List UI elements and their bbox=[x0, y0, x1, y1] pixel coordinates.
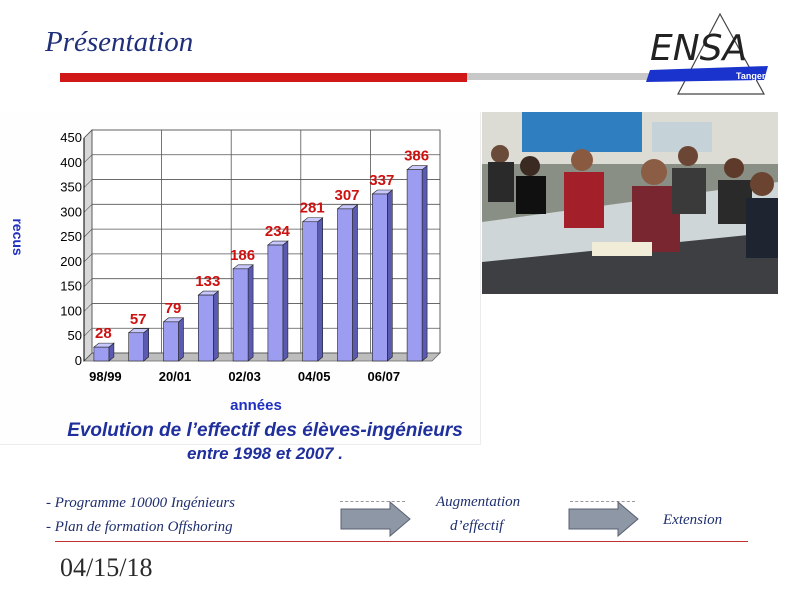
y-tick-label: 350 bbox=[60, 180, 82, 195]
bar-value-label: 281 bbox=[300, 200, 325, 217]
bottom-item-programme: - Programme 10000 Ingénieurs bbox=[46, 495, 236, 511]
bar-side bbox=[421, 165, 428, 362]
bar-value-label: 79 bbox=[165, 300, 182, 317]
bar-side bbox=[282, 240, 289, 362]
bar bbox=[406, 169, 423, 362]
y-gridline-side bbox=[83, 303, 93, 312]
x-tick-label: 02/03 bbox=[228, 369, 261, 384]
right-text-extension: Extension bbox=[663, 512, 723, 528]
bar-side bbox=[387, 189, 393, 362]
bar-side bbox=[247, 264, 254, 362]
x-tick-label: 98/99 bbox=[89, 369, 122, 384]
bar-side bbox=[352, 204, 358, 362]
title-underline-red bbox=[60, 73, 467, 82]
y-tick-label: 250 bbox=[60, 229, 82, 244]
bar-value-label: 57 bbox=[130, 311, 147, 328]
bar-value-label: 386 bbox=[404, 148, 429, 165]
y-tick-label: 0 bbox=[75, 353, 82, 368]
y-gridline-side bbox=[83, 129, 93, 139]
bar bbox=[267, 244, 284, 362]
bar bbox=[163, 321, 179, 362]
ensa-logo: ENSA Tanger bbox=[646, 12, 768, 95]
bar-side bbox=[317, 217, 323, 362]
bar bbox=[232, 268, 249, 362]
arrow-right-icon bbox=[340, 501, 411, 538]
bar-value-label: 337 bbox=[369, 172, 394, 189]
y-tick-label: 150 bbox=[60, 279, 82, 294]
y-gridline-side bbox=[83, 228, 93, 238]
bar-side bbox=[178, 317, 184, 362]
title-underline-gray bbox=[467, 73, 655, 80]
bar-side bbox=[143, 328, 149, 362]
y-axis-label: recus bbox=[10, 218, 26, 256]
bar-side bbox=[213, 290, 219, 362]
y-tick-label: 400 bbox=[60, 155, 82, 170]
bottom-item-offshoring: - Plan de formation Offshoring bbox=[46, 519, 233, 535]
logo-letters: ENSA bbox=[650, 28, 747, 69]
chart-caption-line1: Evolution de l’effectif des élèves-ingén… bbox=[67, 420, 463, 441]
y-tick-label: 300 bbox=[60, 204, 82, 219]
y-gridline-side bbox=[83, 278, 93, 287]
x-tick-label: 20/01 bbox=[159, 369, 192, 384]
bar-value-label: 186 bbox=[230, 247, 255, 264]
x-tick-label: 06/07 bbox=[368, 369, 401, 384]
effectif-bar-chart: 0 50 100 150 200 250 300 350 400 450 28 57 79 133 186 2… bbox=[10, 129, 441, 412]
y-tick-label: 450 bbox=[60, 130, 82, 145]
slide-date: 04/15/18 bbox=[60, 553, 153, 582]
bar bbox=[302, 221, 319, 362]
bar bbox=[337, 208, 353, 362]
bar bbox=[93, 346, 110, 362]
bar-value-label: 28 bbox=[95, 325, 112, 342]
x-axis-label: années bbox=[230, 397, 282, 412]
classroom-photo bbox=[482, 112, 778, 294]
bar-value-label: 307 bbox=[334, 187, 359, 204]
page-title: Présentation bbox=[45, 26, 194, 58]
chart-caption-line2: entre 1998 et 2007 . bbox=[187, 444, 343, 463]
chart-side-wall bbox=[83, 129, 93, 362]
bar bbox=[198, 294, 214, 362]
y-gridline-side bbox=[83, 352, 93, 362]
bar bbox=[371, 193, 388, 362]
logo-subtitle: Tanger bbox=[736, 71, 766, 81]
divider bbox=[570, 501, 635, 502]
y-gridline-side bbox=[83, 179, 93, 188]
bar bbox=[128, 332, 144, 362]
y-gridline-side bbox=[83, 204, 93, 213]
y-gridline-side bbox=[83, 154, 93, 163]
y-gridline-side bbox=[83, 253, 93, 263]
middle-text-line2: d’effectif bbox=[450, 518, 504, 534]
x-tick-label: 04/05 bbox=[298, 369, 331, 384]
y-gridline-side bbox=[83, 328, 93, 337]
y-tick-label: 100 bbox=[60, 303, 82, 318]
y-tick-label: 50 bbox=[68, 328, 82, 343]
bottom-divider bbox=[55, 541, 748, 542]
bar-value-label: 234 bbox=[265, 223, 291, 240]
middle-text-line1: Augmentation bbox=[436, 494, 521, 510]
arrow-right-icon bbox=[568, 501, 639, 538]
bar-value-label: 133 bbox=[195, 273, 220, 290]
y-tick-label: 200 bbox=[60, 254, 82, 269]
divider bbox=[340, 501, 405, 502]
